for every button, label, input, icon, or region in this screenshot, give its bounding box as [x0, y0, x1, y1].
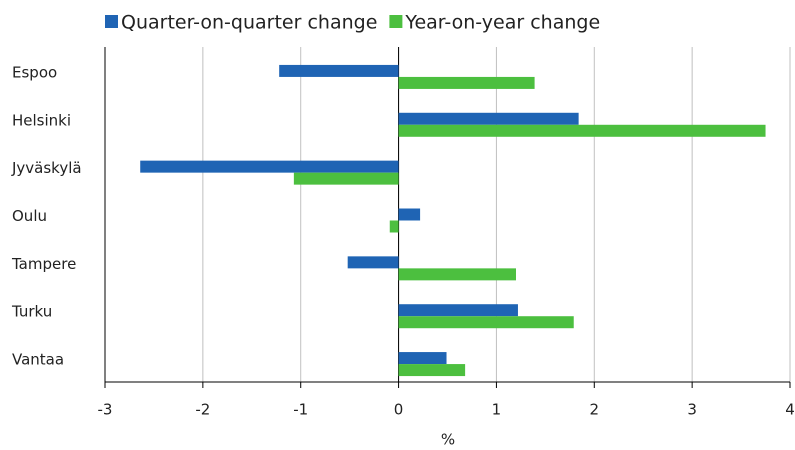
bar: [140, 160, 399, 173]
y-tick-label: Jyväskylä: [11, 159, 82, 177]
x-tick-label: 4: [785, 401, 795, 419]
x-tick-label: -1: [293, 401, 308, 419]
x-tick-label: 0: [394, 401, 404, 419]
x-tick-label: 1: [492, 401, 502, 419]
x-tick-label: 3: [687, 401, 697, 419]
bar: [398, 304, 518, 317]
y-tick-label: Turku: [11, 303, 52, 321]
bar: [398, 76, 535, 89]
bar: [398, 316, 574, 329]
y-tick-label: Oulu: [12, 207, 47, 225]
bar: [347, 256, 399, 269]
y-tick-label: Helsinki: [12, 111, 71, 129]
y-tick-label: Espoo: [12, 63, 57, 81]
x-tick-label: -3: [98, 401, 113, 419]
bar: [398, 364, 466, 377]
x-axis-label: %: [441, 431, 455, 449]
bar: [398, 112, 579, 125]
x-tick-label: 2: [590, 401, 600, 419]
y-tick-label: Tampere: [11, 255, 76, 273]
legend-label: Quarter-on-quarter change: [121, 12, 377, 34]
x-tick-label: -2: [195, 401, 210, 419]
bar: [389, 220, 399, 233]
y-tick-label: Vantaa: [12, 351, 64, 369]
bar: [279, 64, 399, 77]
legend-swatch: [105, 15, 118, 28]
bar: [398, 268, 516, 281]
bar: [398, 352, 447, 365]
bar: [293, 172, 399, 185]
legend-swatch: [389, 15, 403, 28]
legend-label: Year-on-year change: [404, 12, 600, 34]
bar: [398, 208, 421, 221]
bar: [398, 124, 766, 137]
